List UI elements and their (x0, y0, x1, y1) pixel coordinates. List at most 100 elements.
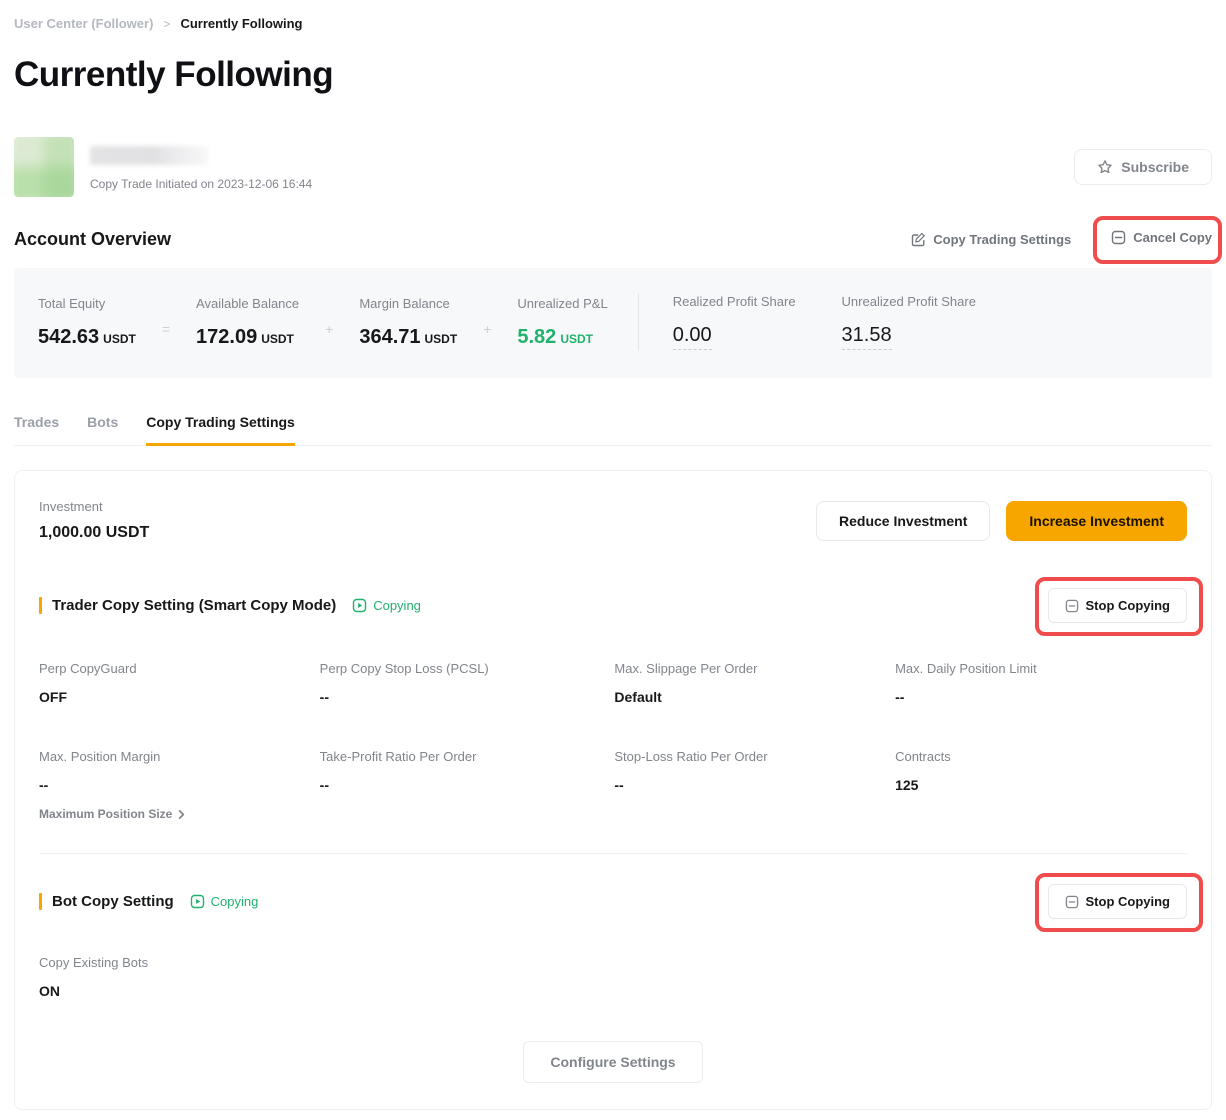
stat-unrealized-pnl: Unrealized P&L 5.82 USDT (517, 296, 607, 349)
setting-field-contracts: Contracts 125 (895, 749, 1187, 823)
trader-stop-copying-wrap: Stop Copying (1034, 577, 1203, 636)
breadcrumb-link-user-center[interactable]: User Center (Follower) (14, 16, 154, 31)
stat-unit: USDT (560, 331, 593, 346)
minus-square-icon (1111, 230, 1126, 245)
copying-status-label: Copying (210, 894, 259, 909)
breadcrumb-separator: > (163, 16, 171, 31)
setting-label: Perp Copy Stop Loss (PCSL) (319, 661, 489, 676)
cancel-copy-button[interactable]: Cancel Copy (1111, 230, 1212, 245)
stop-copying-button-bot[interactable]: Stop Copying (1047, 884, 1187, 919)
avatar (14, 137, 74, 197)
stat-value: 364.71 (359, 325, 421, 348)
stat-unit: USDT (261, 331, 294, 346)
accent-bar (39, 597, 42, 614)
overview-actions: Copy Trading Settings Cancel Copy (911, 215, 1222, 264)
bot-copy-fields: Copy Existing Bots ON (39, 955, 1187, 999)
setting-field-max-position-margin: Max. Position Margin -- Maximum Position… (39, 749, 320, 823)
setting-value: Default (614, 689, 662, 705)
setting-label: Max. Slippage Per Order (614, 661, 758, 676)
accent-bar (39, 893, 42, 910)
bot-copy-setting-title: Bot Copy Setting (52, 893, 174, 910)
account-overview-header: Account Overview Copy Trading Settings C… (14, 215, 1222, 264)
trader-copy-settings-grid: Perp CopyGuard OFF Perp Copy Stop Loss (… (39, 661, 1187, 823)
bot-copy-title-wrap: Bot Copy Setting Copying (39, 893, 258, 910)
stop-copying-label: Stop Copying (1085, 598, 1171, 613)
copy-trading-settings-panel: Investment 1,000.00 USDT Reduce Investme… (14, 470, 1212, 1110)
breadcrumb-current: Currently Following (180, 16, 303, 31)
stat-unit: USDT (424, 331, 458, 346)
setting-field-stop-loss-ratio: Stop-Loss Ratio Per Order -- (614, 749, 895, 823)
stat-value: 31.58 (841, 324, 892, 350)
avatar-blur (14, 137, 74, 197)
chevron-right-icon (176, 809, 187, 820)
bot-stop-copying-wrap: Stop Copying (1034, 873, 1203, 932)
page-title: Currently Following (14, 55, 334, 94)
tab-copy-trading-settings[interactable]: Copy Trading Settings (146, 414, 295, 446)
equals-operator: = (161, 321, 171, 337)
setting-value: -- (319, 689, 329, 705)
setting-label: Contracts (895, 749, 951, 764)
setting-value: OFF (39, 689, 67, 705)
max-position-link-label: Maximum Position Size (39, 807, 173, 821)
investment-label: Investment (39, 499, 103, 514)
breadcrumb: User Center (Follower) > Currently Follo… (14, 16, 1212, 31)
stat-total-equity: Total Equity 542.63 USDT (38, 296, 136, 349)
tab-bots[interactable]: Bots (87, 414, 119, 430)
stat-value: 172.09 (196, 325, 258, 348)
copy-trading-settings-label: Copy Trading Settings (933, 232, 1072, 247)
stat-value: 542.63 (38, 325, 100, 348)
tab-trades[interactable]: Trades (14, 414, 60, 430)
trader-info: Copy Trade Initiated on 2023-12-06 16:44 (90, 144, 1074, 191)
trader-profile-row: Copy Trade Initiated on 2023-12-06 16:44… (14, 137, 1212, 197)
plus-operator: + (325, 321, 334, 337)
investment-field: Investment 1,000.00 USDT (39, 499, 149, 542)
setting-field-perp-copyguard: Perp CopyGuard OFF (39, 661, 320, 705)
plus-operator: + (483, 321, 492, 337)
setting-label: Max. Daily Position Limit (895, 661, 1037, 676)
setting-label: Stop-Loss Ratio Per Order (614, 749, 768, 764)
setting-label: Copy Existing Bots (39, 955, 149, 970)
stat-realized-profit-share: Realized Profit Share 0.00 (672, 294, 796, 350)
stat-label: Realized Profit Share (672, 294, 796, 309)
maximum-position-size-link[interactable]: Maximum Position Size (39, 807, 187, 821)
configure-settings-button[interactable]: Configure Settings (523, 1041, 703, 1083)
setting-field-max-slippage: Max. Slippage Per Order Default (614, 661, 895, 705)
minus-square-icon (1065, 599, 1079, 613)
stat-label: Total Equity (38, 295, 106, 311)
copying-status-label: Copying (373, 598, 421, 613)
subscribe-label: Subscribe (1121, 159, 1189, 175)
increase-investment-button[interactable]: Increase Investment (1006, 500, 1187, 541)
cancel-copy-label: Cancel Copy (1133, 229, 1212, 245)
section-divider (39, 853, 1187, 854)
stat-available-balance: Available Balance 172.09 USDT (196, 296, 299, 349)
cancel-copy-wrap: Cancel Copy (1093, 215, 1222, 264)
setting-value: -- (319, 777, 329, 793)
setting-label: Perp CopyGuard (39, 661, 137, 676)
reduce-investment-button[interactable]: Reduce Investment (816, 500, 991, 541)
copy-trading-settings-button[interactable]: Copy Trading Settings (911, 232, 1071, 247)
setting-value: 125 (895, 777, 919, 793)
setting-field-copy-existing-bots: Copy Existing Bots ON (39, 955, 1187, 999)
stat-value: 0.00 (672, 324, 712, 350)
stat-unrealized-profit-share: Unrealized Profit Share 31.58 (841, 294, 976, 350)
edit-icon (911, 232, 926, 247)
copy-initiated-text: Copy Trade Initiated on 2023-12-06 16:44 (90, 176, 313, 191)
copying-status-badge: Copying (190, 894, 259, 909)
trader-copy-setting-title: Trader Copy Setting (Smart Copy Mode) (52, 597, 337, 614)
setting-label: Max. Position Margin (39, 749, 161, 764)
stat-label: Unrealized P&L (517, 295, 608, 311)
setting-value: ON (39, 983, 60, 999)
trader-copy-title-wrap: Trader Copy Setting (Smart Copy Mode) Co… (39, 597, 421, 614)
setting-field-pcsl: Perp Copy Stop Loss (PCSL) -- (320, 661, 615, 705)
stop-copying-button-trader[interactable]: Stop Copying (1047, 588, 1187, 623)
trader-copy-setting-header: Trader Copy Setting (Smart Copy Mode) Co… (39, 577, 1203, 636)
configure-settings-wrap: Configure Settings (39, 1041, 1187, 1083)
stat-unit: USDT (103, 331, 136, 346)
setting-field-max-daily-position-limit: Max. Daily Position Limit -- (895, 661, 1187, 705)
setting-field-take-profit-ratio: Take-Profit Ratio Per Order -- (320, 749, 615, 823)
trader-name-redacted (90, 145, 208, 165)
setting-value: -- (614, 777, 624, 793)
subscribe-button[interactable]: Subscribe (1074, 149, 1212, 185)
stat-label: Margin Balance (359, 295, 450, 311)
star-icon (1097, 159, 1113, 175)
